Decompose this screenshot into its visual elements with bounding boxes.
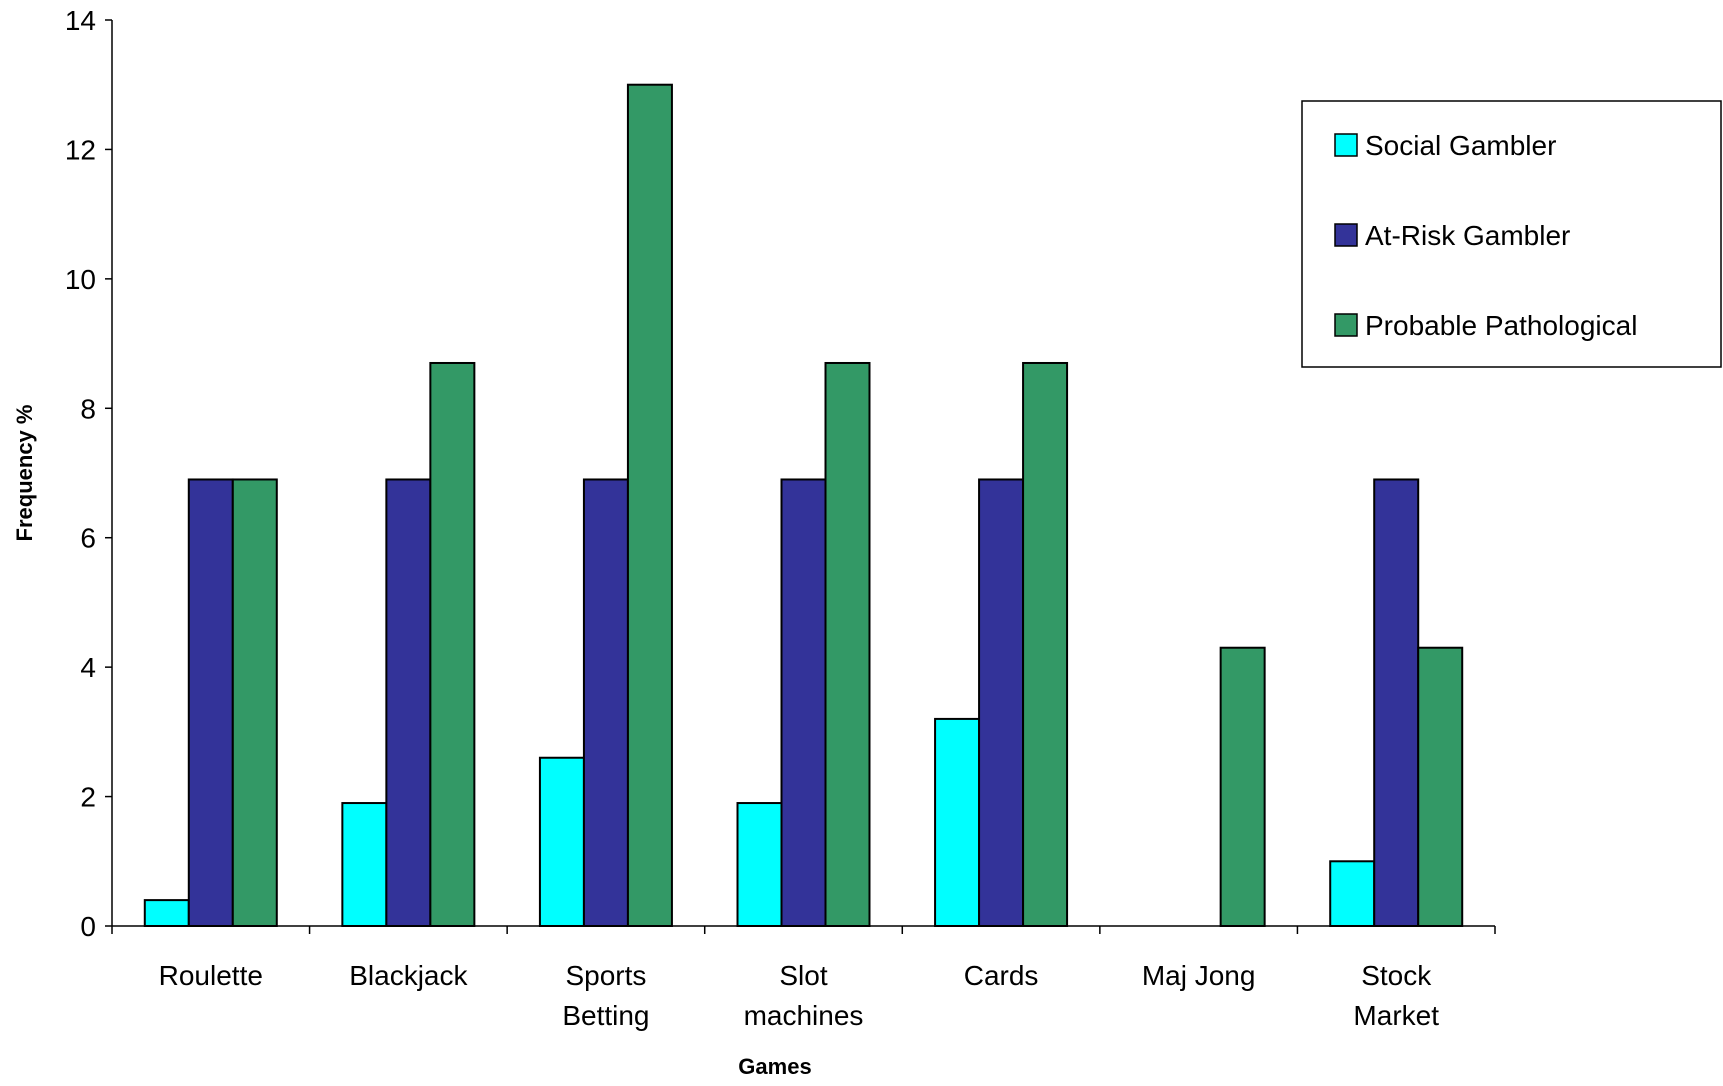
legend-swatch [1334,313,1358,337]
bar [626,83,673,927]
x-category-label: Blackjack [349,960,468,991]
legend-label: Probable Pathological [1365,310,1637,341]
x-category-label: Market [1353,1000,1439,1031]
y-tick-label: 10 [65,264,96,295]
bar [341,802,388,927]
bar [1022,361,1069,927]
legend-label: Social Gambler [1365,130,1556,161]
bar [736,802,783,927]
x-category-label: Stock [1361,960,1432,991]
legend-items: Social Gambler At-Risk Gambler Probable Pa… [1334,130,1637,341]
y-tick-label: 2 [80,782,96,813]
y-tick-label: 8 [80,393,96,424]
bar [582,478,629,927]
bar [385,478,432,927]
legend-label: At-Risk Gambler [1365,220,1570,251]
bar [1329,860,1376,927]
bar [429,361,476,927]
bar [187,478,234,927]
bar [1373,478,1420,927]
x-category-label: Cards [964,960,1039,991]
y-tick-label: 14 [65,5,96,36]
legend-swatch [1334,223,1358,247]
x-category-label: Slot [779,960,827,991]
x-category-label: Maj Jong [1142,960,1256,991]
bar [1417,646,1464,927]
axes-layer [111,20,1495,927]
bars-layer [143,83,1464,928]
x-category-label: Sports [565,960,646,991]
y-ticks-layer: 0 2 4 6 8 10 12 14 [65,5,112,942]
y-tick-label: 12 [65,134,96,165]
bar [978,478,1025,927]
bar [780,478,827,927]
legend-swatch [1334,133,1358,157]
legend-box [1301,100,1722,368]
x-category-label: Roulette [159,960,263,991]
bar [934,717,981,928]
bar [1219,646,1266,927]
bar [143,899,190,927]
x-axis-title: Games [738,1054,811,1079]
x-category-label: Betting [562,1000,649,1031]
bar [538,756,585,927]
legend: Social Gambler At-Risk Gambler Probable Pa… [1301,100,1722,368]
x-categories-layer: Roulette Blackjack Sports Betting Slot machin… [111,926,1496,1031]
bar [824,361,871,927]
y-tick-label: 6 [80,523,96,554]
bar [231,478,278,927]
y-axis-title: Frequency % [12,405,37,542]
y-tick-label: 4 [80,652,96,683]
x-category-label: machines [744,1000,864,1031]
y-tick-label: 0 [80,911,96,942]
